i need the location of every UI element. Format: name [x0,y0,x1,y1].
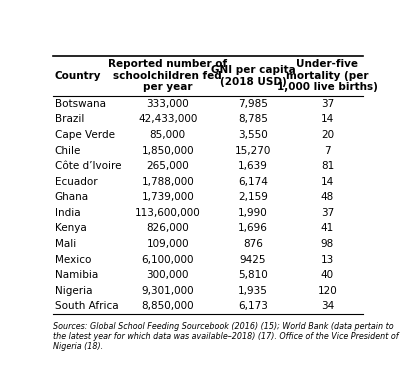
Text: 20: 20 [321,130,334,140]
Text: 7,985: 7,985 [238,99,268,109]
Text: Country: Country [55,71,101,81]
Text: 300,000: 300,000 [146,270,189,280]
Text: Sources: Global School Feeding Sourcebook (2016) (15); World Bank (data pertain : Sources: Global School Feeding Sourceboo… [53,322,399,351]
Text: Kenya: Kenya [55,224,86,233]
Text: Under-five
mortality (per
1,000 live births): Under-five mortality (per 1,000 live bir… [277,59,378,93]
Text: 15,270: 15,270 [235,145,271,156]
Text: South Africa: South Africa [55,301,118,311]
Text: Reported number of
schoolchildren fed
per year: Reported number of schoolchildren fed pe… [108,59,227,93]
Text: Ecuador: Ecuador [55,177,97,187]
Text: 98: 98 [321,239,334,249]
Text: Côte d’Ivoire: Côte d’Ivoire [55,161,121,171]
Text: 6,100,000: 6,100,000 [142,255,194,265]
Text: India: India [55,208,80,218]
Text: Botswana: Botswana [55,99,106,109]
Text: 8,785: 8,785 [238,114,268,124]
Text: 34: 34 [321,301,334,311]
Text: Chile: Chile [55,145,81,156]
Text: 265,000: 265,000 [146,161,189,171]
Text: 37: 37 [321,208,334,218]
Text: 6,174: 6,174 [238,177,268,187]
Text: 14: 14 [321,114,334,124]
Text: 13: 13 [321,255,334,265]
Text: 109,000: 109,000 [146,239,189,249]
Text: 826,000: 826,000 [146,224,189,233]
Text: 81: 81 [321,161,334,171]
Text: Nigeria: Nigeria [55,286,92,296]
Text: 48: 48 [321,192,334,202]
Text: 7: 7 [324,145,331,156]
Text: 8,850,000: 8,850,000 [142,301,194,311]
Text: 14: 14 [321,177,334,187]
Text: Brazil: Brazil [55,114,84,124]
Text: 1,696: 1,696 [238,224,268,233]
Text: 41: 41 [321,224,334,233]
Text: 9425: 9425 [240,255,266,265]
Text: 37: 37 [321,99,334,109]
Text: 42,433,000: 42,433,000 [138,114,198,124]
Text: GNI per capita
(2018 USD): GNI per capita (2018 USD) [211,65,296,87]
Text: 85,000: 85,000 [150,130,186,140]
Text: Cape Verde: Cape Verde [55,130,115,140]
Text: 6,173: 6,173 [238,301,268,311]
Text: 2,159: 2,159 [238,192,268,202]
Text: 120: 120 [318,286,337,296]
Text: 1,639: 1,639 [238,161,268,171]
Text: 1,739,000: 1,739,000 [142,192,194,202]
Text: 9,301,000: 9,301,000 [142,286,194,296]
Text: 1,935: 1,935 [238,286,268,296]
Text: Mexico: Mexico [55,255,91,265]
Text: 333,000: 333,000 [146,99,189,109]
Text: 5,810: 5,810 [238,270,268,280]
Text: 1,788,000: 1,788,000 [142,177,194,187]
Text: Ghana: Ghana [55,192,89,202]
Text: 113,600,000: 113,600,000 [135,208,201,218]
Text: 1,990: 1,990 [238,208,268,218]
Text: 876: 876 [243,239,263,249]
Text: 1,850,000: 1,850,000 [142,145,194,156]
Text: 3,550: 3,550 [238,130,268,140]
Text: Mali: Mali [55,239,76,249]
Text: Namibia: Namibia [55,270,98,280]
Text: 40: 40 [321,270,334,280]
